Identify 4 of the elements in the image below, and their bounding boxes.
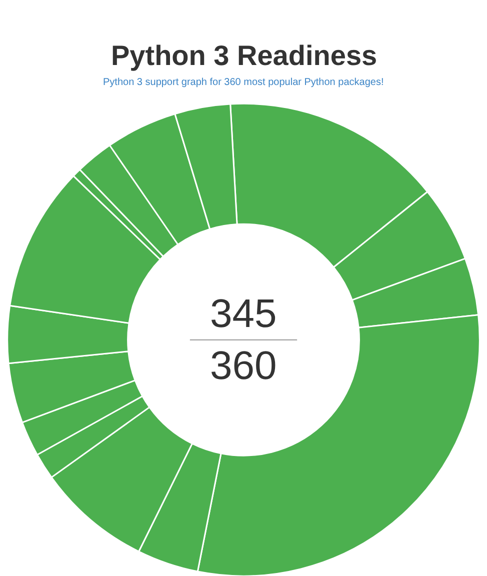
text: 345	[210, 292, 277, 336]
chart-title: Python 3 Readiness	[111, 40, 378, 71]
chart-subtitle: Python 3 support graph for 360 most popular Python packages!	[103, 77, 384, 88]
text: 360	[210, 344, 277, 388]
